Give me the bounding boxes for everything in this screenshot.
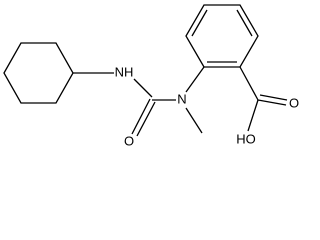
- bonds: [3, 4, 288, 137]
- benzene-ring: [185, 4, 259, 68]
- atom-label: O: [124, 133, 134, 148]
- atom-label: HO: [236, 131, 256, 146]
- structure-diagram: NH N O HO O: [3, 4, 299, 148]
- bond: [133, 78, 153, 98]
- double-bond: [259, 94, 288, 101]
- atom-label: NH: [115, 64, 134, 79]
- bond: [239, 66, 259, 101]
- double-bond: [131, 98, 151, 135]
- aromatic-bond: [191, 9, 208, 37]
- double-bond: [257, 99, 287, 106]
- double-bond: [136, 101, 156, 137]
- bond: [185, 66, 205, 93]
- aromatic-bond: [236, 9, 253, 37]
- page: NH N O HO O (() => { const data = JSON.p…: [3, 4, 300, 149]
- atom-label: O: [289, 95, 299, 110]
- atom-label: N: [177, 91, 186, 106]
- cyclohexane-ring: [3, 42, 74, 104]
- bond: [185, 107, 203, 134]
- bond: [247, 99, 259, 132]
